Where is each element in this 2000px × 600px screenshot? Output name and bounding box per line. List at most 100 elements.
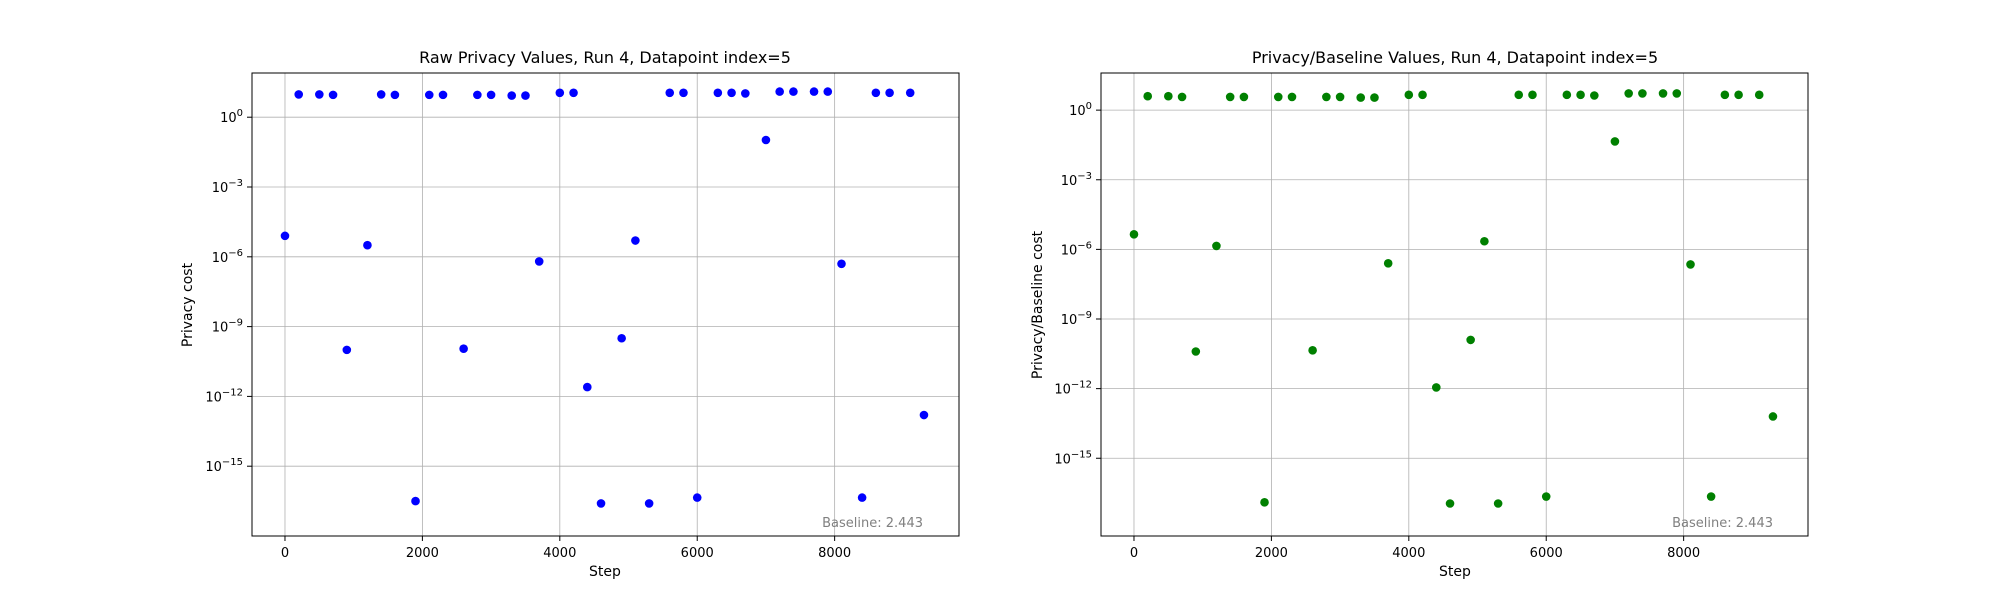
data-point <box>438 90 448 100</box>
y-axis-label: Privacy/Baseline cost <box>1030 230 1046 379</box>
data-point <box>679 88 688 98</box>
data-point <box>1177 92 1187 102</box>
data-point <box>617 333 626 343</box>
data-point <box>1191 347 1201 356</box>
data-point <box>1754 90 1764 100</box>
data-point <box>1260 498 1269 507</box>
y-tick-label: 100 <box>220 108 243 126</box>
data-point <box>1493 499 1503 508</box>
y-tick-label: 10−12 <box>1054 380 1092 398</box>
data-point <box>823 87 833 96</box>
y-tick-label: 10−6 <box>1061 240 1092 258</box>
y-tick-label: 100 <box>1069 101 1092 119</box>
data-point <box>569 88 578 98</box>
data-point <box>1768 412 1778 421</box>
data-points <box>1129 89 1778 508</box>
data-point <box>713 88 723 98</box>
data-point <box>363 240 372 250</box>
data-point <box>1610 137 1620 146</box>
data-point <box>665 88 675 98</box>
x-tick-label: 6000 <box>1530 546 1563 561</box>
data-point <box>1308 346 1317 355</box>
data-point <box>507 91 517 100</box>
data-point <box>644 499 654 508</box>
data-point <box>1322 92 1331 102</box>
grid-lines <box>1101 73 1808 536</box>
data-point <box>741 89 750 98</box>
data-point <box>1638 89 1647 98</box>
data-point <box>1480 236 1489 246</box>
data-point <box>1404 90 1414 100</box>
data-point <box>1658 89 1668 98</box>
y-axis-label: Privacy cost <box>180 262 196 347</box>
x-tick-label: 4000 <box>1392 546 1425 561</box>
data-point <box>1383 259 1393 268</box>
data-point <box>1466 335 1475 345</box>
data-point <box>871 88 881 98</box>
data-point <box>1143 91 1153 101</box>
data-point <box>1672 89 1682 98</box>
data-point <box>1720 90 1730 100</box>
grid-lines <box>252 73 959 536</box>
data-point <box>328 90 338 100</box>
data-point <box>789 87 798 96</box>
data-point <box>1445 499 1455 508</box>
x-tick-label: 4000 <box>543 546 576 561</box>
data-point <box>1514 90 1524 100</box>
data-point <box>376 90 386 99</box>
y-tick-label: 10−6 <box>212 248 243 266</box>
data-point <box>424 90 434 100</box>
data-point <box>775 87 784 96</box>
x-tick-label: 0 <box>281 546 289 561</box>
x-tick-label: 8000 <box>818 546 851 561</box>
x-tick-label: 2000 <box>406 546 439 561</box>
raw-privacy-chart: Raw Privacy Values, Run 4, Datapoint ind… <box>180 48 960 580</box>
data-point <box>837 259 846 269</box>
data-point <box>1225 92 1235 102</box>
data-point <box>1624 89 1633 98</box>
data-point <box>1528 90 1537 100</box>
data-point <box>1418 90 1427 100</box>
data-point <box>1335 92 1345 102</box>
x-tick-label: 6000 <box>681 546 714 561</box>
chart-title: Privacy/Baseline Values, Run 4, Datapoin… <box>1252 48 1658 67</box>
data-point <box>521 91 530 100</box>
data-point <box>1273 92 1283 102</box>
baseline-annotation: Baseline: 2.443 <box>822 516 923 531</box>
data-point <box>596 499 606 508</box>
data-point <box>1562 90 1572 100</box>
data-point <box>1431 383 1441 392</box>
x-tick-label: 2000 <box>1255 546 1288 561</box>
data-point <box>534 257 544 266</box>
chart-title: Raw Privacy Values, Run 4, Datapoint ind… <box>419 48 791 67</box>
y-tick-label: 10−9 <box>212 318 243 336</box>
y-tick-label: 10−15 <box>1054 449 1092 467</box>
x-axis-label: Step <box>1439 564 1471 580</box>
privacy-baseline-chart: Privacy/Baseline Values, Run 4, Datapoin… <box>1030 48 1809 580</box>
data-point <box>1287 92 1297 102</box>
data-point <box>459 344 468 354</box>
data-point <box>486 90 496 100</box>
data-point <box>857 493 867 502</box>
data-point <box>905 88 915 98</box>
data-point <box>294 90 304 99</box>
data-point <box>761 135 771 145</box>
axis-ticks: 0 2000 4000 6000 8000 10−15 10−12 10−9 10−6 10−3 1… <box>1054 101 1700 561</box>
data-point <box>1212 241 1221 251</box>
data-point <box>1370 93 1379 102</box>
data-point <box>390 90 400 100</box>
data-point <box>1706 492 1716 501</box>
data-point <box>919 410 929 420</box>
y-tick-label: 10−12 <box>205 387 243 405</box>
data-point <box>1590 91 1599 100</box>
data-point <box>885 88 894 98</box>
y-tick-label: 10−15 <box>205 457 243 475</box>
data-point <box>315 90 324 99</box>
data-point <box>1541 492 1551 501</box>
y-tick-label: 10−3 <box>212 178 243 196</box>
baseline-annotation: Baseline: 2.443 <box>1672 516 1773 531</box>
data-point <box>809 87 819 96</box>
plot-frame <box>1100 72 1809 537</box>
axis-ticks: 0 2000 4000 6000 8000 10−15 10−12 10−9 10−6 10−3 1… <box>205 108 851 561</box>
